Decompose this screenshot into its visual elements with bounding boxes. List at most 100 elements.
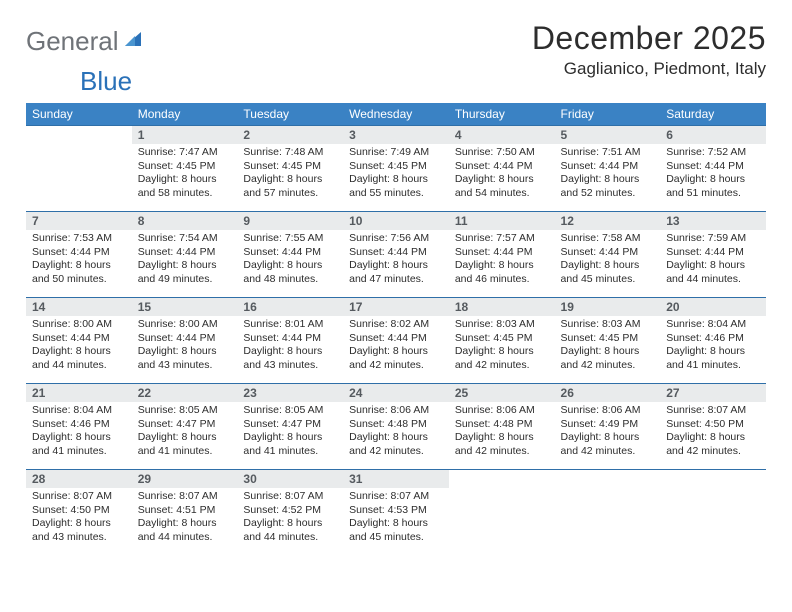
sunrise-line: Sunrise: 8:07 AM [666,404,760,418]
calendar-cell: 20Sunrise: 8:04 AMSunset: 4:46 PMDayligh… [660,298,766,384]
day-details: Sunrise: 7:54 AMSunset: 4:44 PMDaylight:… [132,230,238,291]
sunrise-line: Sunrise: 7:53 AM [32,232,126,246]
sunset-line: Sunset: 4:44 PM [138,246,232,260]
sunrise-line: Sunrise: 8:06 AM [349,404,443,418]
sunrise-line: Sunrise: 7:48 AM [243,146,337,160]
sunrise-line: Sunrise: 7:55 AM [243,232,337,246]
calendar-table: Sunday Monday Tuesday Wednesday Thursday… [26,103,766,556]
day-details: Sunrise: 8:06 AMSunset: 4:48 PMDaylight:… [343,402,449,463]
weekday-header: Friday [555,103,661,126]
logo-text-general: General [26,26,119,57]
calendar-cell: 27Sunrise: 8:07 AMSunset: 4:50 PMDayligh… [660,384,766,470]
sunset-line: Sunset: 4:50 PM [32,504,126,518]
day-details: Sunrise: 7:49 AMSunset: 4:45 PMDaylight:… [343,144,449,205]
calendar-cell [449,470,555,556]
day-details: Sunrise: 8:05 AMSunset: 4:47 PMDaylight:… [237,402,343,463]
daylight-line-1: Daylight: 8 hours [349,517,443,531]
sunrise-line: Sunrise: 7:49 AM [349,146,443,160]
day-number: 11 [449,212,555,230]
sunset-line: Sunset: 4:44 PM [561,246,655,260]
day-details: Sunrise: 8:01 AMSunset: 4:44 PMDaylight:… [237,316,343,377]
day-number: 22 [132,384,238,402]
daylight-line-2: and 54 minutes. [455,187,549,201]
sunset-line: Sunset: 4:53 PM [349,504,443,518]
daylight-line-1: Daylight: 8 hours [243,431,337,445]
daylight-line-2: and 47 minutes. [349,273,443,287]
calendar-cell: 10Sunrise: 7:56 AMSunset: 4:44 PMDayligh… [343,212,449,298]
sunrise-line: Sunrise: 8:01 AM [243,318,337,332]
day-details: Sunrise: 7:56 AMSunset: 4:44 PMDaylight:… [343,230,449,291]
day-number: 31 [343,470,449,488]
day-number: 8 [132,212,238,230]
daylight-line-2: and 43 minutes. [243,359,337,373]
sunset-line: Sunset: 4:44 PM [243,332,337,346]
day-details: Sunrise: 7:52 AMSunset: 4:44 PMDaylight:… [660,144,766,205]
sunrise-line: Sunrise: 7:54 AM [138,232,232,246]
title-block: December 2025 Gaglianico, Piedmont, Ital… [532,20,766,79]
daylight-line-1: Daylight: 8 hours [455,431,549,445]
logo: General [26,26,147,57]
sunset-line: Sunset: 4:48 PM [455,418,549,432]
sunset-line: Sunset: 4:46 PM [32,418,126,432]
day-number: 30 [237,470,343,488]
sunrise-line: Sunrise: 7:58 AM [561,232,655,246]
calendar-cell: 29Sunrise: 8:07 AMSunset: 4:51 PMDayligh… [132,470,238,556]
daylight-line-2: and 43 minutes. [32,531,126,545]
day-details: Sunrise: 8:07 AMSunset: 4:52 PMDaylight:… [237,488,343,549]
logo-sail-icon [123,28,145,55]
calendar-cell [26,126,132,212]
daylight-line-1: Daylight: 8 hours [349,259,443,273]
day-number: 23 [237,384,343,402]
day-number: 27 [660,384,766,402]
day-details: Sunrise: 8:07 AMSunset: 4:50 PMDaylight:… [26,488,132,549]
sunrise-line: Sunrise: 7:56 AM [349,232,443,246]
calendar-cell: 3Sunrise: 7:49 AMSunset: 4:45 PMDaylight… [343,126,449,212]
daylight-line-2: and 50 minutes. [32,273,126,287]
daylight-line-1: Daylight: 8 hours [32,259,126,273]
daylight-line-2: and 55 minutes. [349,187,443,201]
daylight-line-2: and 42 minutes. [455,445,549,459]
daylight-line-1: Daylight: 8 hours [455,345,549,359]
sunset-line: Sunset: 4:48 PM [349,418,443,432]
daylight-line-2: and 43 minutes. [138,359,232,373]
weekday-header: Tuesday [237,103,343,126]
sunrise-line: Sunrise: 8:04 AM [32,404,126,418]
daylight-line-2: and 52 minutes. [561,187,655,201]
daylight-line-1: Daylight: 8 hours [666,173,760,187]
sunrise-line: Sunrise: 8:05 AM [138,404,232,418]
day-number: 17 [343,298,449,316]
day-number: 10 [343,212,449,230]
daylight-line-1: Daylight: 8 hours [561,431,655,445]
calendar-cell: 24Sunrise: 8:06 AMSunset: 4:48 PMDayligh… [343,384,449,470]
page-title: December 2025 [532,20,766,57]
weekday-header: Wednesday [343,103,449,126]
sunrise-line: Sunrise: 8:05 AM [243,404,337,418]
daylight-line-2: and 44 minutes. [32,359,126,373]
sunset-line: Sunset: 4:44 PM [349,332,443,346]
calendar-cell: 19Sunrise: 8:03 AMSunset: 4:45 PMDayligh… [555,298,661,384]
calendar-cell: 4Sunrise: 7:50 AMSunset: 4:44 PMDaylight… [449,126,555,212]
day-number: 20 [660,298,766,316]
sunset-line: Sunset: 4:45 PM [349,160,443,174]
day-details: Sunrise: 7:59 AMSunset: 4:44 PMDaylight:… [660,230,766,291]
daylight-line-2: and 41 minutes. [32,445,126,459]
day-number: 13 [660,212,766,230]
calendar-cell: 5Sunrise: 7:51 AMSunset: 4:44 PMDaylight… [555,126,661,212]
sunset-line: Sunset: 4:44 PM [32,246,126,260]
day-details: Sunrise: 8:07 AMSunset: 4:51 PMDaylight:… [132,488,238,549]
day-number: 2 [237,126,343,144]
day-details: Sunrise: 8:07 AMSunset: 4:50 PMDaylight:… [660,402,766,463]
weekday-header: Sunday [26,103,132,126]
daylight-line-1: Daylight: 8 hours [243,259,337,273]
calendar-cell: 26Sunrise: 8:06 AMSunset: 4:49 PMDayligh… [555,384,661,470]
daylight-line-1: Daylight: 8 hours [138,173,232,187]
daylight-line-2: and 42 minutes. [349,445,443,459]
calendar-cell: 23Sunrise: 8:05 AMSunset: 4:47 PMDayligh… [237,384,343,470]
sunrise-line: Sunrise: 8:07 AM [243,490,337,504]
calendar-cell [660,470,766,556]
daylight-line-1: Daylight: 8 hours [666,431,760,445]
daylight-line-1: Daylight: 8 hours [561,345,655,359]
day-details: Sunrise: 8:06 AMSunset: 4:48 PMDaylight:… [449,402,555,463]
day-number: 3 [343,126,449,144]
daylight-line-2: and 42 minutes. [666,445,760,459]
